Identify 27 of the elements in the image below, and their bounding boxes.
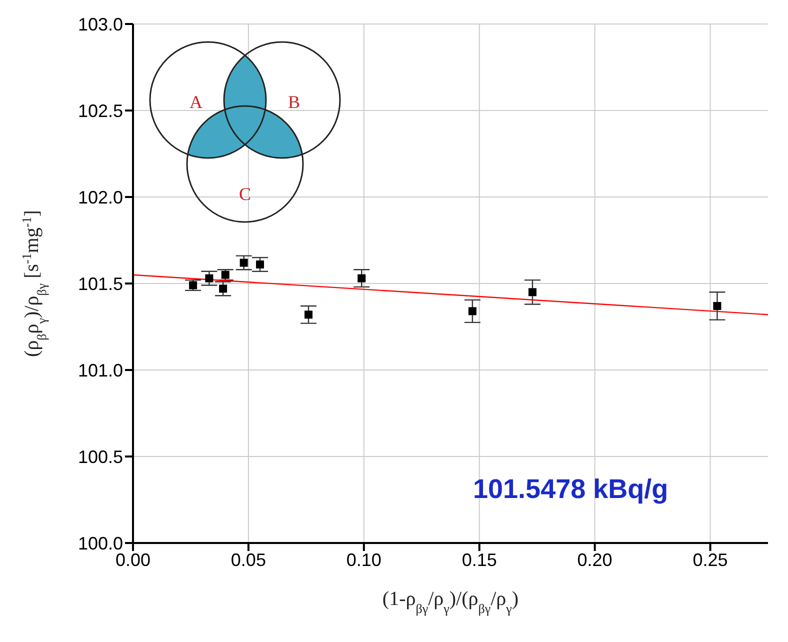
y-tick-label: 101.5: [78, 274, 123, 294]
point: [219, 284, 228, 293]
annotation: C: [238, 184, 252, 204]
y-tick-label: 102.0: [78, 187, 123, 208]
y-tick-label: 103.0: [78, 14, 123, 34]
point: [240, 258, 248, 267]
point: [358, 274, 366, 282]
point: [304, 310, 312, 319]
x-tick-label: 0.10: [346, 550, 382, 570]
annotation: B: [288, 92, 300, 112]
x-tick-label: 0.15: [462, 550, 497, 570]
y-tick-label: 101.0: [78, 360, 123, 380]
venn-diagram: A B C: [148, 40, 342, 232]
point: [256, 260, 264, 268]
x-tick-label: 0.20: [577, 550, 612, 570]
y-tick-label: 102.5: [78, 100, 123, 121]
x-tick-label: 0.25: [692, 550, 728, 570]
point: [468, 307, 476, 316]
y-tick-label: 100.5: [78, 446, 123, 467]
annotation: 101.5478 kBq/g: [473, 474, 668, 505]
point: [713, 302, 722, 310]
point: [528, 288, 536, 296]
text: (1-ρ$_{βγ}$/ρ$_{γ}$)/(ρ$_{βγ}$/ρ$_{γ}$): [382, 588, 519, 616]
annotation: A: [190, 92, 202, 112]
point: [189, 281, 198, 290]
x-tick-label: 0.05: [230, 550, 266, 570]
point: [205, 274, 214, 282]
